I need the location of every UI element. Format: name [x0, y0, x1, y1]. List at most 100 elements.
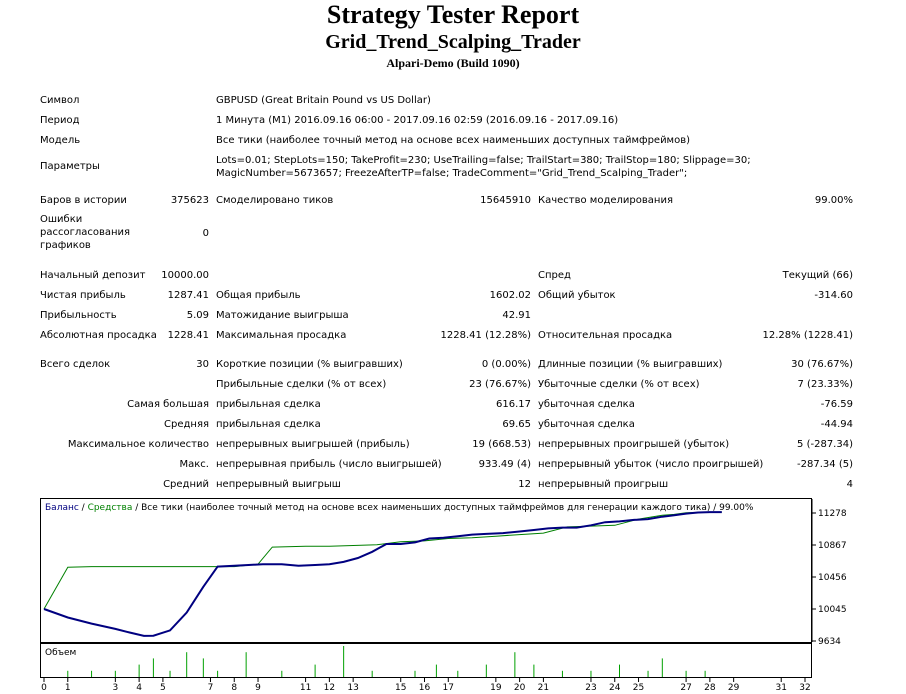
average-profit-value: 69.65 [502, 419, 531, 430]
quality-value: 99.00% [814, 195, 853, 206]
model-value: Все тики (наиболее точный метод на основ… [216, 135, 691, 146]
bars-label: Баров в истории [40, 195, 127, 206]
y-tick-label: 11278 [818, 509, 847, 519]
x-tick-label: 13 [347, 683, 358, 693]
x-tick-label: 23 [585, 683, 596, 693]
average-profit-label: прибыльная сделка [216, 419, 321, 430]
chart-legend: Баланс / Средства / Все тики (наиболее т… [45, 503, 754, 513]
average-label: Средняя [164, 419, 209, 430]
gross-profit-value: 1602.02 [489, 290, 531, 301]
gross-profit-label: Общая прибыль [216, 290, 301, 301]
errors-value: 0 [202, 228, 209, 239]
symbol-value: GBPUSD (Great Britain Pound vs US Dollar… [216, 95, 431, 106]
symbol-label: Символ [40, 95, 80, 106]
y-tick-label: 9634 [818, 637, 841, 647]
y-tick-label: 10045 [818, 605, 847, 615]
legend-balance: Баланс [45, 503, 79, 513]
x-tick-label: 3 [112, 683, 118, 693]
avg-cons-wins-label: непрерывный выигрыш [216, 479, 341, 490]
x-tick-label: 31 [775, 683, 786, 693]
total-trades-value: 30 [196, 359, 209, 370]
server-info: Alpari-Demo (Build 1090) [386, 56, 520, 70]
expected-payoff-value: 42.91 [502, 310, 531, 321]
errors-label: Ошибки рассогласования графиков [40, 214, 131, 251]
loss-trades-label: Убыточные сделки (% от всех) [538, 379, 700, 390]
x-tick-label: 15 [395, 683, 406, 693]
x-tick-label: 21 [538, 683, 549, 693]
avg-cons-wins-value: 12 [518, 479, 531, 490]
x-tick-label: 24 [609, 683, 621, 693]
largest-loss-label: убыточная сделка [538, 399, 635, 410]
short-positions-label: Короткие позиции (% выигравших) [216, 359, 403, 370]
legend-description: / Все тики (наиболее точный метод на осн… [132, 503, 754, 513]
ticks-label: Смоделировано тиков [216, 195, 334, 206]
x-tick-label: 16 [419, 683, 431, 693]
x-tick-label: 8 [231, 683, 237, 693]
avg-cons-losses-label: непрерывный проигрыш [538, 479, 669, 490]
report-title: Strategy Tester Report [326, 0, 580, 29]
ticks-value: 15645910 [480, 195, 531, 206]
x-tick-label: 4 [136, 683, 142, 693]
profit-factor-label: Прибыльность [40, 310, 117, 321]
x-tick-label: 19 [490, 683, 502, 693]
y-tick-label: 10867 [818, 541, 847, 551]
rel-drawdown-label: Относительная просадка [538, 330, 673, 341]
legend-separator: / [79, 503, 88, 513]
profit-trades-value: 23 (76.67%) [469, 379, 531, 390]
max-label: Макс. [179, 459, 209, 470]
x-tick-label: 25 [633, 683, 644, 693]
gross-loss-value: -314.60 [814, 290, 853, 301]
cons-loss-label: непрерывный убыток (число проигрышей) [538, 459, 764, 470]
cons-profit-value: 933.49 (4) [478, 459, 531, 470]
net-profit-label: Чистая прибыль [40, 290, 126, 301]
deposit-value: 10000.00 [161, 270, 209, 281]
x-tick-label: 12 [324, 683, 335, 693]
cons-profit-label: непрерывная прибыль (число выигрышей) [216, 459, 442, 470]
legend-equity: Средства [88, 503, 133, 513]
gross-loss-label: Общий убыток [538, 290, 616, 301]
net-profit-value: 1287.41 [167, 290, 209, 301]
loss-trades-value: 7 (23.33%) [797, 379, 853, 390]
x-tick-label: 0 [41, 683, 47, 693]
avg-cons-losses-value: 4 [846, 479, 853, 490]
abs-drawdown-label: Абсолютная просадка [40, 330, 157, 341]
avg-cons-label: Средний [163, 479, 209, 490]
average-loss-label: убыточная сделка [538, 419, 635, 430]
volume-chart-frame [40, 643, 812, 678]
spread-value: Текущий (66) [782, 270, 853, 281]
short-positions-value: 0 (0.00%) [481, 359, 531, 370]
expert-name: Grid_Trend_Scalping_Trader [325, 31, 581, 53]
deposit-label: Начальный депозит [40, 270, 146, 281]
x-tick-label: 17 [443, 683, 454, 693]
largest-profit-label: прибыльная сделка [216, 399, 321, 410]
x-tick-label: 7 [208, 683, 214, 693]
equity-line [43, 511, 722, 610]
total-trades-label: Всего сделок [40, 359, 111, 370]
params-value: Lots=0.01; StepLots=150; TakeProfit=230;… [216, 155, 751, 179]
x-tick-label: 29 [728, 683, 740, 693]
balance-line [43, 511, 722, 637]
cons-wins-label: непрерывных выигрышей (прибыль) [216, 439, 410, 450]
model-label: Модель [40, 135, 81, 146]
cons-loss-value: -287.34 (5) [797, 459, 853, 470]
cons-losses-label: непрерывных проигрышей (убыток) [538, 439, 730, 450]
abs-drawdown-value: 1228.41 [167, 330, 209, 341]
x-tick-label: 20 [514, 683, 526, 693]
average-loss-value: -44.94 [820, 419, 853, 430]
spread-label: Спред [538, 270, 571, 281]
rel-drawdown-value: 12.28% (1228.41) [762, 330, 853, 341]
expected-payoff-label: Матожидание выигрыша [216, 310, 349, 321]
profit-trades-label: Прибыльные сделки (% от всех) [216, 379, 387, 390]
period-label: Период [40, 115, 80, 126]
quality-label: Качество моделирования [538, 195, 673, 206]
bars-value: 375623 [170, 195, 209, 206]
x-tick-label: 27 [680, 683, 691, 693]
largest-label: Самая большая [127, 399, 209, 410]
max-drawdown-label: Максимальная просадка [216, 330, 347, 341]
long-positions-value: 30 (76.67%) [791, 359, 853, 370]
x-tick-label: 5 [160, 683, 166, 693]
max-count-label: Максимальное количество [67, 439, 209, 450]
y-tick-label: 10456 [818, 573, 847, 583]
period-value: 1 Минута (M1) 2016.09.16 06:00 - 2017.09… [216, 115, 619, 126]
